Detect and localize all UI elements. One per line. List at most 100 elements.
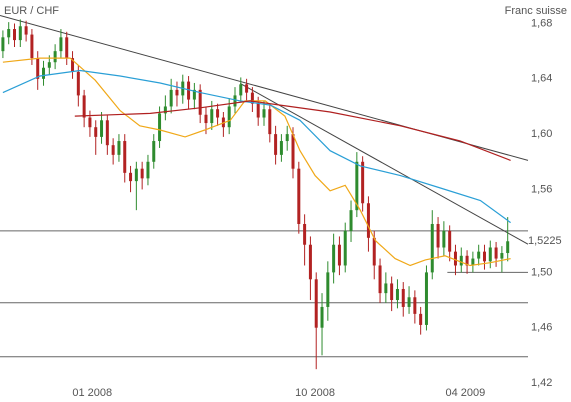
candle-body (448, 230, 452, 252)
candle-body (274, 134, 278, 155)
candle-body (384, 283, 388, 294)
candle-body (337, 244, 341, 266)
candle-body (332, 244, 336, 273)
candle-body (442, 230, 446, 248)
candle-body (36, 58, 40, 79)
y-tick-label: 1,56 (531, 183, 552, 195)
candle-body (82, 95, 86, 118)
candle-body (158, 113, 162, 142)
trend-line (239, 82, 529, 245)
candle-body (453, 251, 457, 266)
candle-body (1, 37, 5, 52)
candle-body (378, 265, 382, 294)
candle-body (30, 34, 34, 59)
candle-body (291, 134, 295, 169)
candle-body (192, 89, 196, 100)
y-tick-label: 1,60 (531, 128, 552, 140)
x-tick-label: 01 2008 (72, 387, 112, 399)
candle-body (477, 251, 481, 259)
candle-body (320, 306, 324, 328)
y-tick-label: 1,68 (531, 17, 552, 29)
candle-body (314, 279, 318, 328)
candle-body (105, 120, 109, 146)
candle-body (366, 203, 370, 238)
candle-body (47, 62, 51, 68)
moving-average (74, 100, 511, 161)
candle-body (349, 210, 353, 231)
candle-body (465, 255, 469, 266)
candle-body (53, 51, 57, 63)
candle-body (355, 161, 359, 211)
candle-body (169, 89, 173, 107)
candle-body (216, 109, 220, 118)
y-tick-label: 1,46 (531, 322, 552, 334)
candle-body (326, 272, 330, 307)
candle-body (233, 95, 237, 107)
candle-body (18, 26, 22, 41)
candle-body (279, 141, 283, 155)
candle-body (303, 223, 307, 245)
candle-body (123, 141, 127, 173)
candle-body (175, 89, 179, 96)
candle-body (71, 58, 75, 72)
candle-body (76, 71, 80, 96)
chart-title: EUR / CHF (4, 5, 59, 17)
moving-average (2, 69, 511, 224)
candle-body (471, 258, 475, 266)
candle-body (494, 247, 498, 259)
candle-body (140, 168, 144, 179)
candle-body (146, 161, 150, 179)
candle-body (285, 134, 289, 142)
candle-body (163, 106, 167, 114)
candle-body (430, 223, 434, 273)
y-tick-label: 1,42 (531, 377, 552, 389)
candle-body (245, 84, 249, 93)
candle-body (129, 172, 133, 182)
candle-body (482, 251, 486, 262)
candle-body (395, 288, 399, 301)
y-tick-label: 1,64 (531, 73, 552, 85)
candle-body (42, 67, 46, 79)
candle-body (152, 141, 156, 162)
candle-body (401, 288, 405, 307)
candle-body (65, 37, 69, 59)
moving-average (2, 57, 511, 267)
candle-body (88, 117, 92, 128)
candle-body (7, 29, 11, 38)
candle-body (419, 313, 423, 325)
candle-body (24, 26, 28, 35)
candle-body (308, 244, 312, 280)
candle-body (100, 120, 104, 137)
candle-body (413, 297, 417, 314)
candle-body (500, 253, 504, 259)
candle-body (250, 92, 254, 104)
candle-body (204, 114, 208, 124)
candle-body (227, 106, 231, 128)
candle-body (198, 89, 202, 115)
candle-body (134, 168, 138, 182)
last-price-label: 1,5225 (528, 235, 562, 247)
candle-body (268, 109, 272, 135)
candle-body (506, 241, 510, 254)
candle-body (94, 127, 98, 137)
y-tick-label: 1,50 (531, 266, 552, 278)
candle-body (210, 109, 214, 124)
candle-body (256, 103, 260, 118)
candle-body (239, 84, 243, 96)
chart-subtitle: Franc suisse (505, 5, 567, 17)
candle-body (297, 168, 301, 224)
candle-body (459, 255, 463, 266)
candle-body (187, 81, 191, 100)
candle-body (13, 29, 17, 41)
candle-body (59, 37, 63, 52)
x-tick-label: 10 2008 (295, 387, 335, 399)
candle-body (361, 161, 365, 204)
candle-body (390, 283, 394, 301)
candle-body (436, 223, 440, 248)
candle-body (488, 247, 492, 262)
candle-body (343, 230, 347, 266)
candle-body (424, 272, 428, 325)
candle-body (407, 297, 411, 307)
x-tick-label: 04 2009 (445, 387, 485, 399)
